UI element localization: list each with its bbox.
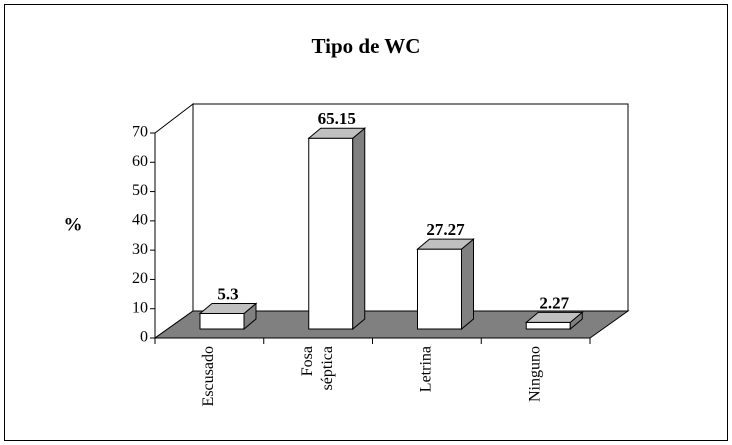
bar xyxy=(198,302,258,331)
y-tick-label: 20 xyxy=(132,270,148,287)
y-tick-label: 70 xyxy=(132,124,148,141)
y-tick-label: 50 xyxy=(132,182,148,199)
x-tick-label: Letrina xyxy=(418,346,435,392)
chart-title: Tipo de WC xyxy=(312,34,421,58)
y-tick-label: 30 xyxy=(132,241,148,258)
y-tick-label: 60 xyxy=(132,153,148,170)
bar-front xyxy=(525,321,571,330)
y-tick-label: 10 xyxy=(132,299,148,316)
bar xyxy=(416,238,475,331)
bar-top xyxy=(524,311,584,323)
bar-side xyxy=(352,127,366,331)
bar-front xyxy=(417,248,462,330)
y-tick-label: 40 xyxy=(132,212,148,229)
bar-top xyxy=(307,127,367,139)
value-label: 27.27 xyxy=(426,220,465,239)
bar-top xyxy=(416,238,475,250)
value-label: 65.15 xyxy=(318,109,356,128)
bar-top xyxy=(198,302,258,314)
bar-front xyxy=(199,312,245,330)
x-tick-label: Ninguno xyxy=(526,346,543,402)
bar-front xyxy=(308,137,354,330)
y-tick-label: 0 xyxy=(140,329,148,346)
bar-side xyxy=(461,238,474,331)
y-axis-label: % xyxy=(64,214,83,235)
back-wall xyxy=(192,103,629,312)
x-tick-label: Fosa séptica xyxy=(299,346,336,390)
value-label: 2.27 xyxy=(539,293,569,312)
x-tick-label: Escusado xyxy=(200,346,217,406)
side-wall xyxy=(154,102,194,339)
bar xyxy=(524,311,584,331)
value-label: 5.3 xyxy=(217,284,238,303)
bar xyxy=(307,127,367,331)
